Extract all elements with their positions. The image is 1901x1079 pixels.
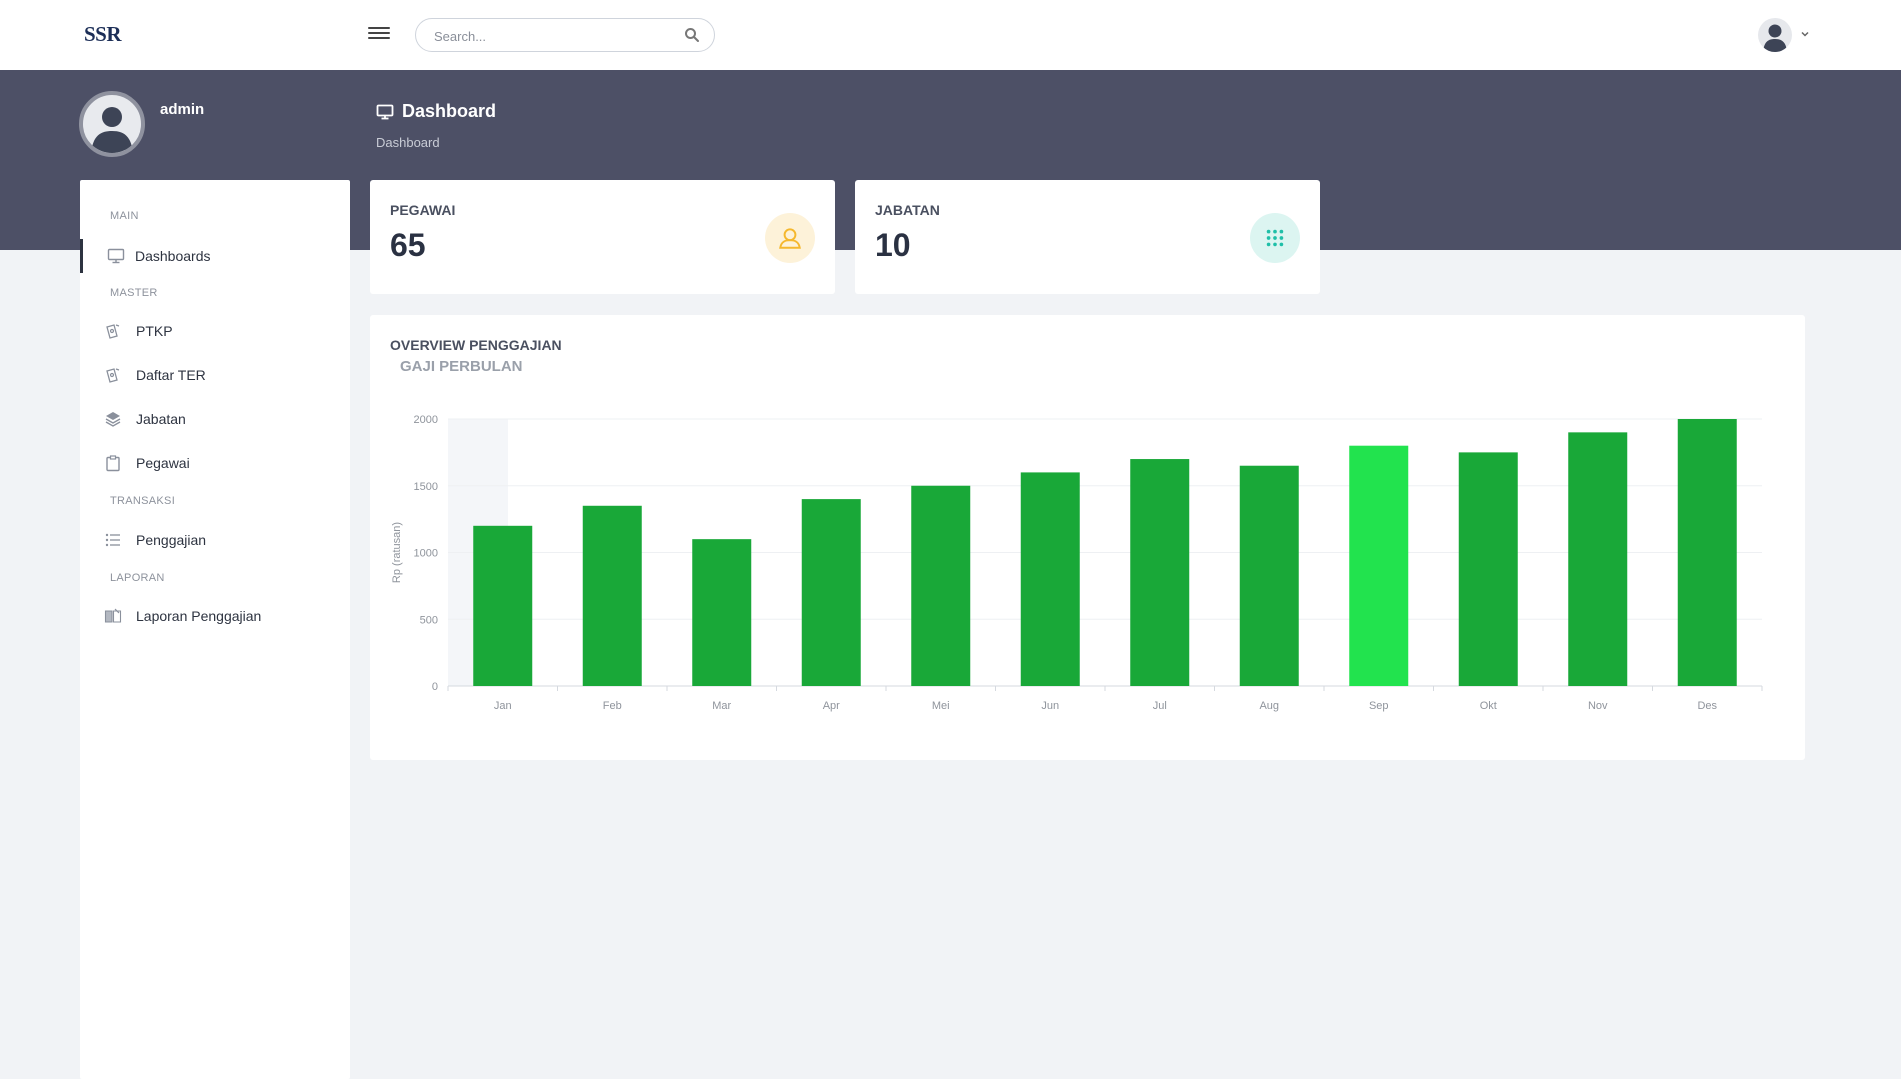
profile-avatar (79, 91, 145, 157)
search-input[interactable] (434, 26, 674, 46)
chart-title: GAJI PERBULAN (400, 358, 523, 375)
x-tick-label: Jun (1041, 700, 1059, 712)
sidebar-item-label: Penggajian (136, 532, 207, 548)
sidebar-item-label: Pegawai (136, 455, 190, 471)
bar-mar (692, 539, 752, 686)
page-title: Dashboard (376, 101, 496, 122)
bar-okt (1458, 452, 1518, 686)
hamburger-icon[interactable] (368, 24, 390, 46)
sidebar-item-label: Laporan Penggajian (136, 608, 262, 624)
sidebar-heading-laporan: LAPORAN (110, 572, 165, 584)
x-tick-label: Mei (932, 700, 950, 712)
brand-logo[interactable]: SSR (84, 22, 122, 46)
sidebar-item-ptkp[interactable]: PTKP (80, 314, 350, 348)
bar-sep (1349, 445, 1409, 686)
sidebar-item-label: PTKP (136, 323, 173, 339)
grid-dots-icon (1250, 213, 1300, 263)
sidebar-item-label: Jabatan (136, 411, 186, 427)
page-title-text: Dashboard (402, 101, 497, 121)
y-tick-label: 1000 (414, 548, 438, 560)
bar-apr (801, 499, 861, 686)
bar-jun (1020, 472, 1080, 686)
breadcrumb[interactable]: Dashboard (376, 135, 440, 150)
bar-nov (1568, 432, 1628, 686)
sidebar-item-label: Daftar TER (136, 367, 206, 383)
sidebar-item-dashboards[interactable]: Dashboards (80, 239, 350, 273)
y-tick-label: 0 (432, 681, 438, 693)
profile-name: admin (160, 101, 205, 118)
ticket-icon (106, 324, 120, 339)
x-tick-label: Jan (494, 700, 512, 712)
search-box (415, 18, 715, 52)
overview-panel: OVERVIEW PENGGAJIAN GAJI PERBULAN 0 500 100… (370, 315, 1805, 760)
monitor-icon (107, 248, 125, 264)
x-tick-label: Apr (823, 700, 840, 712)
x-tick-label: Jul (1153, 700, 1167, 712)
overview-title: OVERVIEW PENGGAJIAN (390, 337, 562, 353)
clipboard-icon (106, 455, 120, 472)
sidebar-heading-master: MASTER (110, 287, 158, 299)
salary-bar-chart: GAJI PERBULAN 0 500 1000 1500 2000 Rp (ratusan… (391, 358, 1763, 712)
sidebar-item-label: Dashboards (135, 248, 211, 264)
sidebar-heading-transaksi: TRANSAKSI (110, 495, 176, 507)
content-area (370, 770, 1805, 1079)
book-icon (104, 608, 122, 623)
list-icon (105, 533, 120, 547)
top-navbar: SSR (0, 0, 1901, 70)
user-menu[interactable] (1758, 18, 1814, 52)
sidebar-item-laporan-penggajian[interactable]: Laporan Penggajian (80, 599, 350, 633)
stat-card-pegawai[interactable]: PEGAWAI 65 (370, 180, 835, 294)
sidebar-item-jabatan[interactable]: Jabatan (80, 402, 350, 436)
stat-card-jabatan[interactable]: JABATAN 10 (855, 180, 1320, 294)
x-tick-label: Sep (1369, 700, 1389, 712)
chevron-down-icon[interactable] (1800, 29, 1810, 39)
stat-label: JABATAN (875, 202, 940, 218)
sidebar: MAIN Dashboards MASTER PTKP Daftar TER (80, 180, 350, 1079)
layers-icon (105, 412, 121, 427)
bar-jan (473, 525, 533, 686)
x-tick-label: Des (1697, 700, 1717, 712)
ticket-icon (106, 368, 120, 383)
stat-value: 10 (875, 227, 911, 263)
monitor-icon (376, 104, 394, 119)
bar-feb (582, 505, 642, 686)
x-tick-label: Nov (1588, 700, 1608, 712)
stat-value: 65 (390, 227, 426, 263)
sidebar-item-daftar-ter[interactable]: Daftar TER (80, 358, 350, 392)
user-avatar-icon[interactable] (1758, 18, 1792, 52)
bar-aug (1239, 465, 1299, 686)
x-tick-label: Aug (1259, 700, 1279, 712)
y-tick-label: 1500 (414, 481, 438, 493)
bar-des (1677, 419, 1737, 686)
search-icon[interactable] (684, 27, 700, 43)
bar-mei (911, 485, 971, 686)
sidebar-heading-main: MAIN (110, 210, 139, 222)
x-tick-label: Okt (1480, 700, 1497, 712)
y-tick-label: 500 (420, 614, 438, 626)
y-tick-label: 2000 (414, 414, 438, 426)
y-axis-label: Rp (ratusan) (391, 522, 403, 583)
stat-label: PEGAWAI (390, 202, 456, 218)
bar-jul (1130, 459, 1190, 686)
x-tick-label: Feb (603, 700, 622, 712)
sidebar-item-pegawai[interactable]: Pegawai (80, 446, 350, 480)
sidebar-item-penggajian[interactable]: Penggajian (80, 523, 350, 557)
x-tick-label: Mar (712, 700, 731, 712)
user-icon (765, 213, 815, 263)
